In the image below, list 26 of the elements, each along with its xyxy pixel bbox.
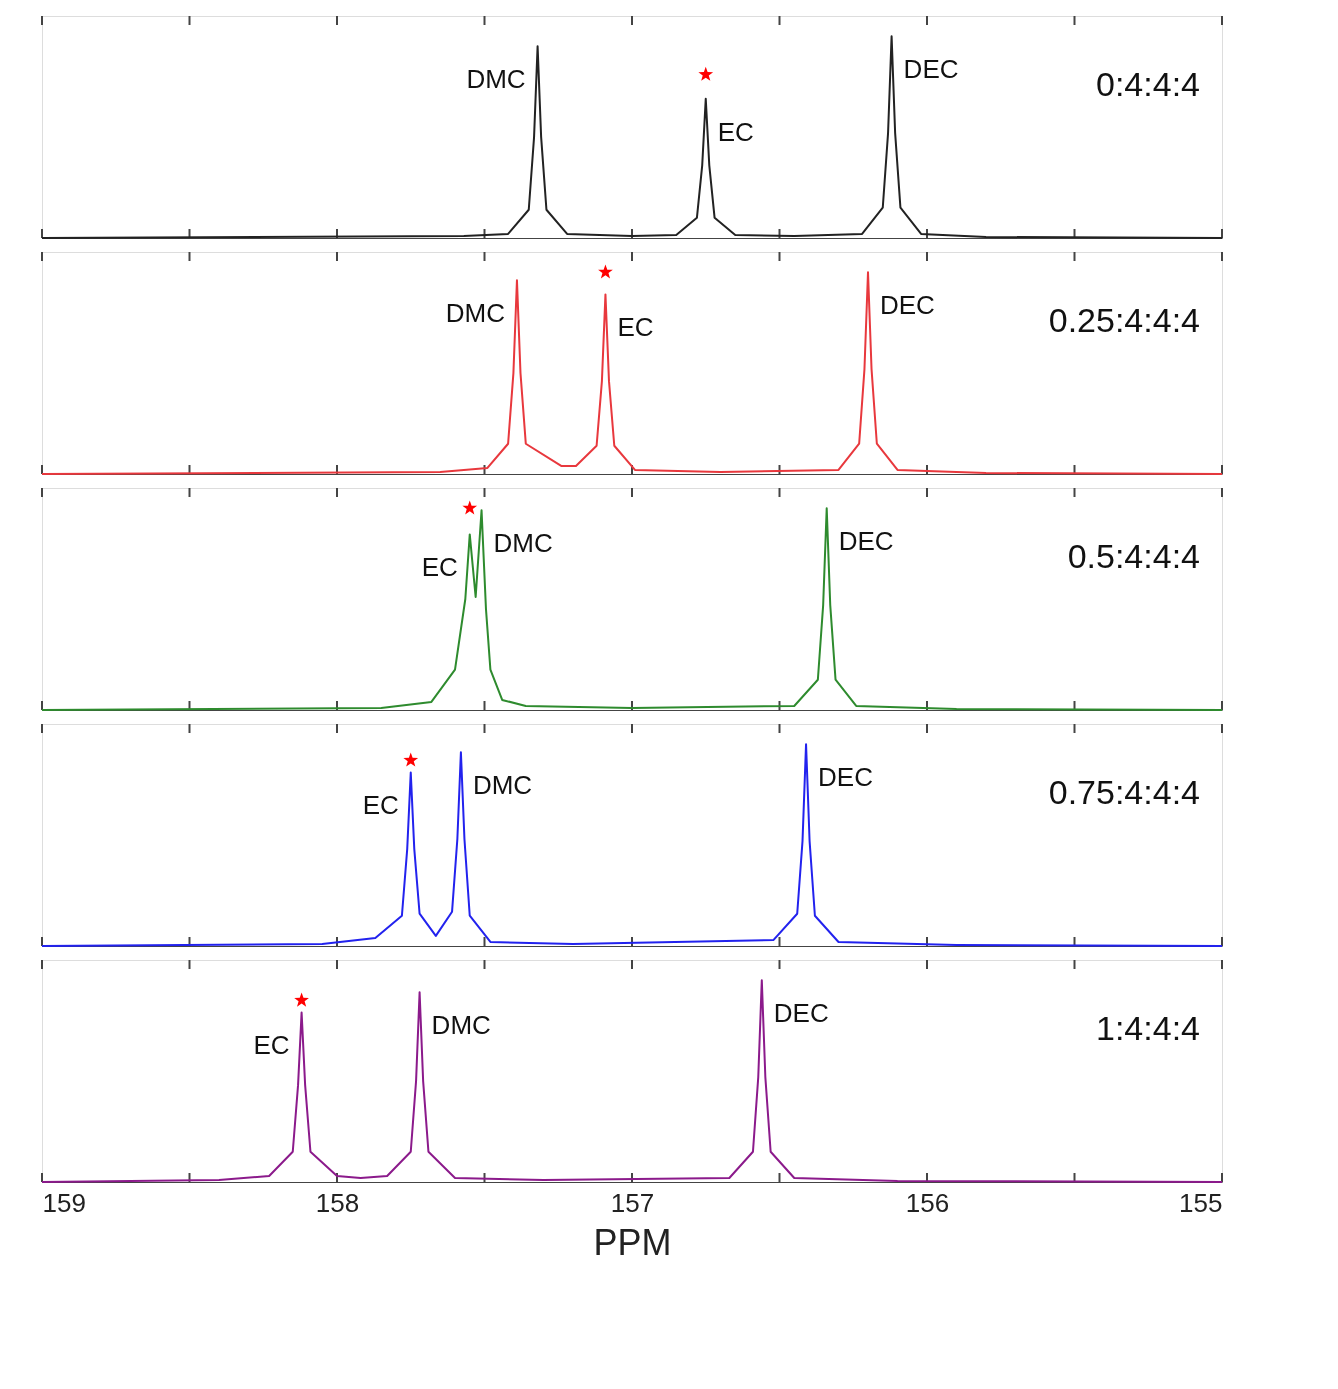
annotation: DMC <box>466 64 526 95</box>
annotation: 0:4:4:4 <box>1096 65 1200 103</box>
annotation: 0.5:4:4:4 <box>1067 537 1200 575</box>
annotation: DEC <box>880 290 935 321</box>
annotation: DEC <box>773 998 829 1029</box>
annotation: 1:4:4:4 <box>1096 1009 1200 1047</box>
x-tick-label: 158 <box>315 1187 360 1218</box>
x-tick-label: 155 <box>1179 1187 1223 1218</box>
annotation: 0.25:4:4:4 <box>1048 301 1200 339</box>
x-axis-title: PPM <box>593 1221 672 1263</box>
annotation: DEC <box>903 54 959 85</box>
x-tick-label: 159 <box>42 1187 86 1218</box>
annotation: 0.75:4:4:4 <box>1048 773 1200 811</box>
x-tick-label: 156 <box>905 1187 950 1218</box>
annotation: DEC <box>838 526 894 557</box>
annotation: DMC <box>445 298 505 329</box>
annotation: EC <box>617 312 654 343</box>
annotation: EC <box>421 552 458 583</box>
annotation: EC <box>362 790 399 821</box>
annotation: EC <box>717 116 754 147</box>
annotation: DMC <box>431 1010 491 1041</box>
annotation: DMC <box>493 528 553 559</box>
annotation: DMC <box>472 770 533 801</box>
annotation: EC <box>253 1030 290 1061</box>
annotation: DEC <box>818 762 873 793</box>
x-tick-label: 157 <box>610 1187 655 1218</box>
